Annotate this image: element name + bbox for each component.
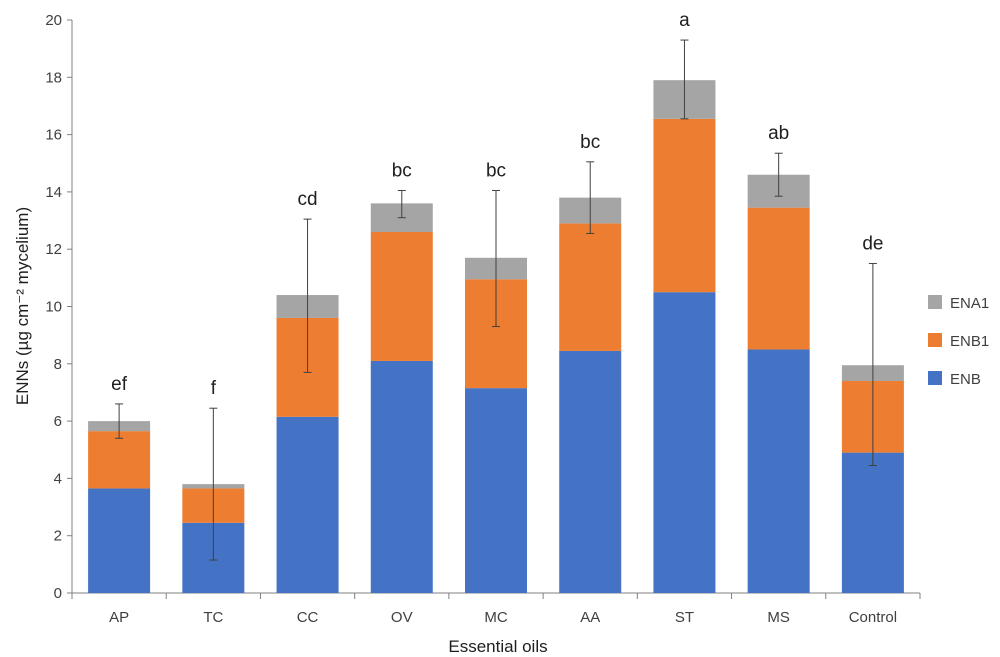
bar-segment-enb1 [747, 207, 810, 350]
significance-letter: de [862, 234, 883, 255]
bar-segment-enb [88, 488, 151, 593]
x-axis-title: Essential oils [448, 637, 547, 656]
error-bars [115, 39, 877, 561]
y-tick-label: 4 [54, 470, 62, 487]
legend-swatch-enb1 [928, 333, 942, 347]
y-tick-label: 0 [54, 585, 62, 602]
bar-segment-enb1 [559, 223, 622, 351]
legend-swatch-ena1 [928, 295, 942, 309]
significance-letters: ef f cd bc bc bc a ab de [111, 10, 883, 399]
x-tick-label: ST [675, 609, 694, 626]
x-tick-label: TC [203, 609, 223, 626]
significance-letter: ab [768, 123, 789, 144]
bar-segment-enb1 [653, 118, 716, 293]
significance-letter: ef [111, 374, 128, 395]
bar-segment-enb [559, 350, 622, 593]
x-tick-label: MC [484, 609, 507, 626]
significance-letter: a [679, 10, 690, 31]
legend-label-enb1: ENB1 [950, 333, 989, 350]
y-tick-label: 14 [45, 184, 62, 201]
legend-label-ena1: ENA1 [950, 295, 989, 312]
y-tick-label: 16 [45, 127, 62, 144]
significance-letter: cd [298, 189, 318, 210]
bar-segment-enb [653, 292, 716, 593]
x-tick-label: CC [297, 609, 319, 626]
significance-letter: f [211, 378, 217, 399]
y-tick-label: 6 [54, 413, 62, 430]
x-tick-label: MS [767, 609, 790, 626]
bar-segment-enb1 [370, 232, 433, 361]
y-tick-label: 10 [45, 299, 62, 316]
significance-letter: bc [392, 160, 412, 181]
y-axis-title: ENNs (µg cm⁻² mycelium) [13, 207, 32, 405]
bar-segment-enb [841, 452, 904, 593]
x-tick-label: OV [391, 609, 413, 626]
x-tick-label: AP [109, 609, 129, 626]
significance-letter: bc [486, 160, 506, 181]
bar-segment-enb [276, 416, 339, 593]
bars [88, 80, 904, 593]
y-tick-label: 20 [45, 12, 62, 29]
legend-swatch-enb [928, 371, 942, 385]
x-axis: AP TC CC OV MC AA ST MS Control [71, 592, 921, 626]
y-tick-label: 8 [54, 356, 62, 373]
x-tick-label: AA [580, 609, 600, 626]
y-tick-label: 12 [45, 241, 62, 258]
bar-segment-enb [465, 388, 527, 593]
legend: ENA1 ENB1 ENB [928, 295, 989, 388]
y-tick-label: 2 [54, 528, 62, 545]
significance-letter: bc [580, 132, 600, 153]
legend-label-enb: ENB [950, 371, 981, 388]
bar-segment-enb1 [88, 431, 151, 489]
bar-segment-enb [370, 360, 433, 593]
y-axis: 0 2 4 6 8 10 12 14 16 18 20 [45, 12, 73, 602]
bar-segment-enb [747, 349, 810, 593]
y-tick-label: 18 [45, 69, 62, 86]
x-tick-label: Control [849, 609, 897, 626]
